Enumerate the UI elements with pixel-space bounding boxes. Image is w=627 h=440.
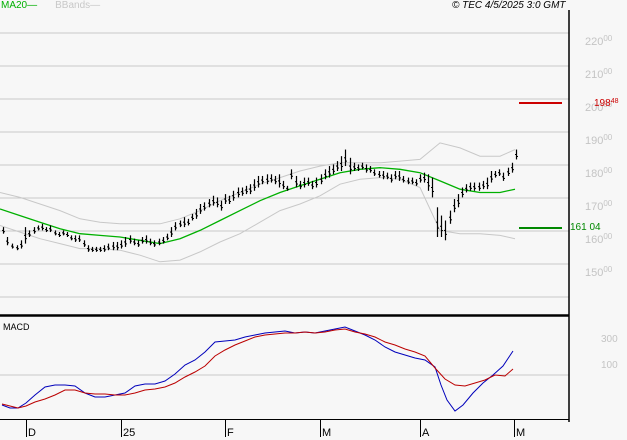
price-label: 21000 (585, 67, 613, 81)
price-label: 16000 (585, 232, 613, 246)
macd-title: MACD (3, 322, 30, 332)
time-label: A (422, 427, 430, 439)
time-label: 25 (123, 427, 136, 439)
macd-series-signal (1, 328, 514, 409)
time-label: M (516, 427, 526, 439)
ma20-line (0, 167, 516, 245)
macd-series-macd (1, 326, 514, 412)
legend-ma20: MA20— (1, 0, 38, 11)
time-label: M (322, 427, 332, 439)
time-label: D (28, 427, 36, 439)
legend: MA20— BBands— (1, 0, 100, 12)
time-label: F (227, 427, 234, 439)
macd-value-label: 300 (601, 334, 618, 345)
price-label: 19000 (585, 133, 613, 147)
support-label: 161 04 (570, 222, 601, 233)
legend-bbands: BBands— (55, 0, 101, 11)
macd-value-label: 100 (601, 360, 618, 371)
price-label: 20000 (585, 100, 613, 114)
bband-lower (0, 177, 516, 263)
price-label: 15000 (585, 265, 613, 279)
resistance-label: 19848 (594, 98, 619, 109)
price-label: 17000 (585, 199, 613, 213)
price-label: 22000 (585, 34, 613, 48)
price-label: 18000 (585, 166, 613, 180)
copyright-timestamp: © TEC 4/5/2025 3:0 GMT (452, 0, 566, 11)
